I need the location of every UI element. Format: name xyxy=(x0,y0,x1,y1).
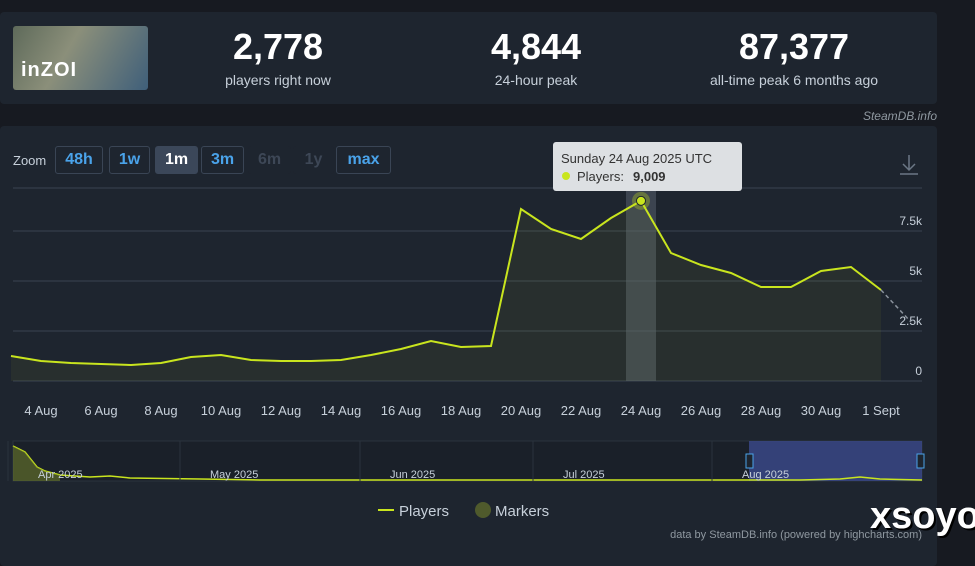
y-tick-label: 7.5k xyxy=(899,214,923,228)
stat-label: 24-hour peak xyxy=(494,72,578,88)
legend-symbol xyxy=(475,502,491,518)
y-tick-label: 5k xyxy=(909,264,923,278)
stat: 2,778 players right now xyxy=(158,26,398,88)
x-tick-label: 6 Aug xyxy=(84,403,117,418)
y-tick-label: 2.5k xyxy=(899,314,923,328)
x-tick-label: 30 Aug xyxy=(801,403,842,418)
zoom-button[interactable]: 48h xyxy=(55,146,103,174)
game-logo: inZOI xyxy=(21,59,78,81)
stat-value: 2,778 xyxy=(232,26,324,67)
navigator-label: Apr 2025 xyxy=(38,469,83,481)
zoom-button: 6m xyxy=(248,146,291,174)
area xyxy=(11,200,881,381)
y-tick-label: 0 xyxy=(915,364,922,378)
stat-value: 4,844 xyxy=(490,26,582,67)
zoom-button[interactable]: max xyxy=(336,146,391,174)
source: SteamDB.info xyxy=(862,109,937,123)
legend-label: Markers xyxy=(495,503,549,520)
game-image: inZOI xyxy=(13,26,148,90)
page: inZOI 2,778 players right now 4,844 24-hou… xyxy=(0,12,975,566)
navigator-selection xyxy=(749,441,922,481)
credits: data by SteamDB.info (powered by highcha… xyxy=(670,529,922,541)
navigator-area xyxy=(13,446,60,481)
stat-label: players right now xyxy=(225,72,331,88)
navigator-label: Jun 2025 xyxy=(390,469,435,481)
stat: 87,377 all-time peak 6 months ago xyxy=(674,26,914,88)
x-tick-label: 10 Aug xyxy=(201,403,242,418)
hover-point xyxy=(636,195,646,206)
download-icon[interactable] xyxy=(900,155,918,175)
navigator-label: Jul 2025 xyxy=(563,469,605,481)
line xyxy=(10,199,882,367)
navigator-label: Aug 2025 xyxy=(742,469,789,481)
zoom-button: 1y xyxy=(293,146,334,174)
x-tick-label: 20 Aug xyxy=(501,403,542,418)
line-partial xyxy=(880,289,912,323)
zoom-button[interactable]: 3m xyxy=(201,146,244,174)
x-tick-label: 22 Aug xyxy=(561,403,602,418)
x-tick-label: 12 Aug xyxy=(261,403,302,418)
stat: 4,844 24-hour peak xyxy=(416,26,656,88)
x-tick-label: 16 Aug xyxy=(381,403,422,418)
x-tick-label: 24 Aug xyxy=(621,403,662,418)
stat-value: 87,377 xyxy=(738,26,850,67)
chart: 0 2.5k 5k 7.5k 4 Aug 6 Aug 8 Aug 10 Aug 12 Aug 14… xyxy=(7,142,925,541)
stats-panel xyxy=(0,12,937,104)
navigator-label: May 2025 xyxy=(210,469,258,481)
x-tick-label: 8 Aug xyxy=(144,403,177,418)
x-tick-label: 4 Aug xyxy=(24,403,57,418)
zoom-button[interactable]: 1m xyxy=(155,146,198,174)
tooltip-value: 9,009 xyxy=(633,169,666,184)
tooltip-title: Sunday 24 Aug 2025 UTC xyxy=(561,151,712,166)
x-tick-label: 26 Aug xyxy=(681,403,722,418)
zoom-button[interactable]: 1w xyxy=(109,146,150,174)
tooltip-box xyxy=(553,142,742,191)
zoom-label: Zoom xyxy=(13,153,47,168)
tooltip-marker xyxy=(562,172,570,180)
x-tick-label: 14 Aug xyxy=(321,403,362,418)
navigator-handle xyxy=(745,453,754,469)
x-tick-label: 1 Sept xyxy=(862,403,900,418)
stat-label: all-time peak 6 months ago xyxy=(709,72,879,88)
navigator-handle xyxy=(916,453,925,469)
legend-label: Players xyxy=(399,503,449,520)
x-tick-label: 18 Aug xyxy=(441,403,482,418)
x-tick-label: 28 Aug xyxy=(741,403,782,418)
tooltip-label: Players: xyxy=(577,169,624,184)
watermark: xsoyo xyxy=(870,495,975,537)
